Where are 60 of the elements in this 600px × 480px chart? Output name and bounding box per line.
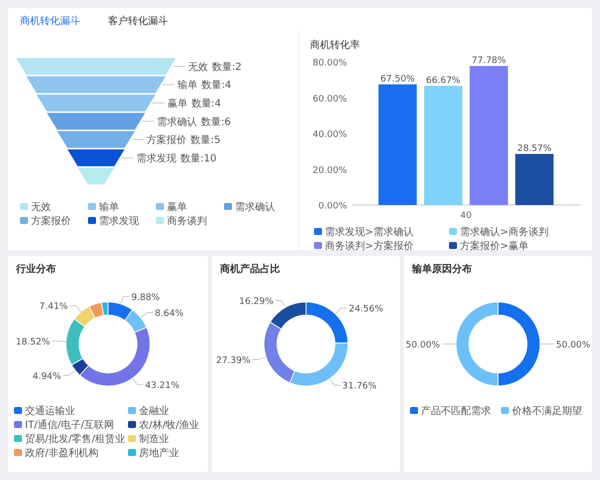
- legend-label: 农/林/牧/渔业: [139, 419, 200, 431]
- data-label: 66.67%: [426, 76, 461, 86]
- category-label: 输单: [178, 79, 198, 92]
- legend-label: 政府/非盈利机构: [25, 447, 98, 459]
- data-label: 24.56%: [348, 304, 384, 315]
- legend-label: 房地产业: [139, 447, 179, 459]
- bar: [378, 84, 417, 205]
- legend-label: 方案报价>赢单: [460, 240, 528, 252]
- legend-label: 需求确认>商务谈判: [460, 226, 548, 238]
- data-label: 数量:2: [212, 62, 242, 73]
- data-label: 28.57%: [517, 144, 552, 154]
- chart-title: 输单原因分布: [411, 263, 472, 275]
- text: 客户转化漏斗: [108, 15, 168, 27]
- data-label: 77.78%: [472, 56, 506, 66]
- category-label: 方案报价: [146, 134, 187, 146]
- legend: 无效 输单 赢单 需求确认 方案报价 需求发现 商务谈判: [20, 202, 275, 227]
- category-label: 需求确认: [157, 116, 197, 128]
- data-label: 数量:5: [190, 135, 220, 146]
- y-tick-label: 80.00%: [312, 58, 348, 68]
- data-label: 数量:6: [201, 116, 231, 128]
- data-label: 数量:4: [202, 80, 232, 92]
- chart-title: 商机转化率: [310, 39, 360, 51]
- text: 行业分布: [15, 263, 56, 275]
- y-tick-label: 40.00%: [312, 130, 348, 140]
- category-label: 无效: [188, 62, 208, 73]
- category-label: 需求发现: [136, 152, 176, 164]
- legend-label: 金融业: [139, 405, 169, 417]
- legend-label: 贸易/批发/零售/租赁业: [25, 433, 126, 445]
- text: 商机转化漏斗: [20, 15, 80, 27]
- data-label: 16.29%: [239, 296, 274, 307]
- category-label: 赢单: [167, 97, 188, 110]
- data-label: 43.21%: [145, 381, 180, 392]
- data-label: 7.41%: [39, 302, 68, 312]
- legend-label: 产品不匹配需求: [421, 405, 491, 417]
- data-label: 9.88%: [131, 292, 160, 303]
- category-label: 商务谈判: [167, 215, 207, 227]
- chart-title: 商机产品占比: [219, 263, 280, 275]
- data-label: 50.00%: [556, 340, 591, 350]
- data-label: 31.76%: [342, 382, 378, 392]
- y-tick-label: 60.00%: [312, 94, 348, 104]
- data-label: 数量:10: [180, 153, 217, 164]
- data-label: 27.39%: [216, 356, 251, 366]
- legend-label: 需求发现>需求确认: [325, 226, 414, 238]
- legend-label: 商务谈判>方案报价: [325, 240, 414, 252]
- y-tick-label: 0.00%: [318, 202, 348, 212]
- x-tick-label: 40: [460, 211, 472, 221]
- data-label: 67.50%: [380, 74, 416, 84]
- data-label: 数量:4: [191, 98, 222, 110]
- legend-label: 价格不满足期望: [511, 405, 582, 417]
- bar: [515, 154, 554, 205]
- legend-label: IT/通信/电子/互联网: [25, 419, 114, 431]
- data-label: 4.94%: [32, 372, 62, 382]
- legend-label: 制造业: [139, 433, 169, 445]
- legend-label: 交通运输业: [25, 405, 75, 417]
- data-label: 18.52%: [16, 338, 51, 348]
- y-tick-label: 20.00%: [312, 166, 348, 176]
- data-label: 50.00%: [406, 340, 440, 350]
- data-label: 8.64%: [154, 309, 184, 320]
- bar: [470, 66, 508, 205]
- bar: [424, 86, 462, 205]
